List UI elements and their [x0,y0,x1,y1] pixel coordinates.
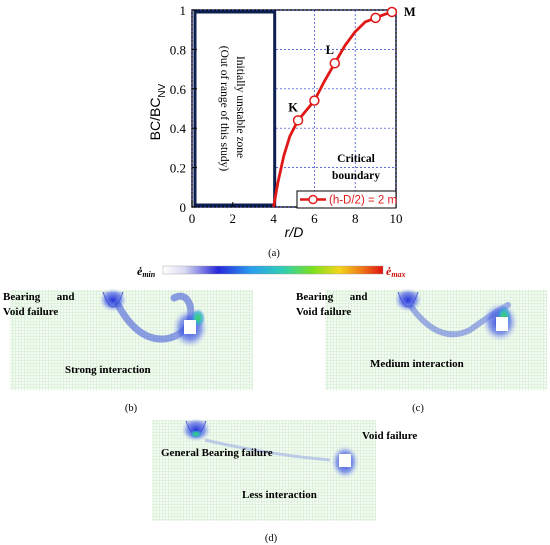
colorbar-min-sub: min [142,270,155,279]
panel-b: Bearing and Void failure Strong interact… [3,288,253,414]
critical-label: Critical [337,153,375,165]
panel-c-text1: Bearing and [296,291,368,303]
strain-peak-d [190,430,202,438]
legend-label: (h-D/2) = 2 m [329,195,397,207]
x-tick-labels: 0 2 4 6 8 10 [189,211,403,226]
void-b [184,320,196,334]
y-tick-label: 0.8 [170,42,186,57]
colorbar-gradient [162,265,384,275]
panel-label-c: (c) [412,403,424,414]
panel-c: Bearing and Void failure Medium interact… [296,288,547,414]
y-tick-labels: 0 0.2 0.4 0.6 0.8 1 [170,3,187,215]
legend-marker [308,194,318,205]
mesh-c [325,290,547,390]
y-tick-label: 0.6 [170,82,187,97]
point-label: K [288,100,298,114]
panel-b-text3: Strong interaction [65,364,151,376]
y-tick-label: 0.4 [170,121,187,136]
colorbar-max-symbol: ė [386,264,392,278]
y-tick-label: 0 [180,200,187,215]
colorbar: ėmin ėmax [137,264,406,279]
panel-label-d: (d) [265,533,278,544]
legend: (h-D/2) = 2 m [296,190,397,209]
colorbar-min-symbol: ė [137,264,143,278]
series-marker [309,95,320,106]
panel-c-text3: Medium interaction [370,358,464,370]
boundary-label: boundary [332,170,380,182]
mesh-b [10,290,253,390]
strain-band-d [204,438,331,462]
panel-d: General Bearing failure Void failure Les… [152,418,417,544]
series-marker [292,115,304,126]
panel-c-text2: Void failure [296,306,351,318]
void-d [339,454,351,467]
y-axis-label: BC/BCNV [147,83,168,140]
x-tick-label: 6 [311,211,318,226]
point-labels: K L M [288,5,416,114]
panel-label-b: (b) [125,403,138,414]
x-axis-label: r/D [285,224,304,240]
unstable-zone-line2: (Out of range of this study) [218,46,230,172]
panel-b-text1: Bearing and [3,291,75,303]
unstable-zone-text: Initially unstable zone (Out of range of… [218,46,246,172]
unstable-zone-box [193,10,277,207]
strain-footing-c [394,288,422,312]
point-label: M [404,5,416,19]
colorbar-max-label: ėmax [386,264,406,279]
y-axis-label-sub: NV [157,83,168,97]
x-tick-label: 0 [189,211,196,226]
series-markers [292,6,398,126]
x-tick-label: 2 [230,211,237,226]
colorbar-max-sub: max [391,270,405,279]
panel-d-text1: General Bearing failure [161,447,273,459]
void-c [496,317,508,331]
x-tick-label: 10 [390,211,403,226]
unstable-zone-line1: Initially unstable zone [234,56,246,158]
panel-d-text2: Void failure [362,430,417,442]
y-tick-label: 0.2 [170,161,186,176]
series-marker [370,12,381,24]
series-marker [386,6,398,18]
panel-d-text3: Less interaction [242,489,317,501]
panel-b-text2: Void failure [3,306,58,318]
panel-label-a: (a) [268,248,280,259]
series-marker [329,57,341,69]
y-tick-label: 1 [180,3,187,18]
y-axis-label-main: BC/BC [147,98,163,141]
colorbar-min-label: ėmin [137,264,156,279]
bearing-capacity-chart: Initially unstable zone (Out of range of… [147,3,416,259]
x-tick-label: 8 [352,211,359,226]
point-label: L [326,43,334,57]
x-tick-label: 4 [270,211,277,226]
